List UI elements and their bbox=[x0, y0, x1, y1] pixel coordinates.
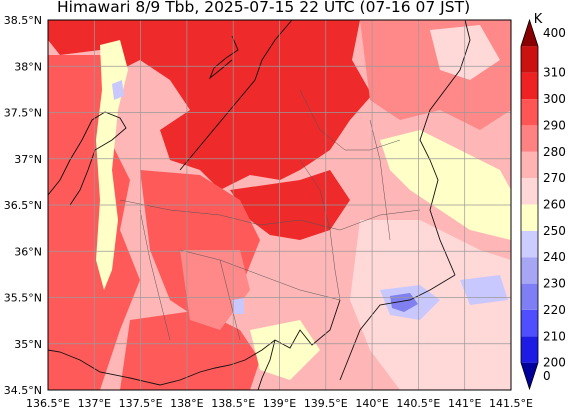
latitude-tick-label: 35°N bbox=[14, 338, 42, 351]
boundary-5 bbox=[139, 209, 171, 341]
longitude-tick-label: 136.5°E bbox=[26, 397, 70, 409]
field-cool-patch-southwest bbox=[232, 298, 244, 314]
map-title: Himawari 8/9 Tbb, 2025-07-15 22 UTC (07-… bbox=[57, 0, 471, 16]
boundary-1 bbox=[119, 199, 421, 231]
colorbar-segment bbox=[521, 204, 538, 231]
field-cream-west-column bbox=[96, 40, 128, 290]
longitude-tick-label: 140.5°E bbox=[396, 397, 440, 409]
latitude-labels: 38.5°N 38°N 37.5°N 37°N 36.5°N 36°N 35.5°N 35°N… bbox=[4, 14, 42, 397]
colorbar-tick-label: 200 bbox=[543, 356, 566, 370]
longitude-tick-label: 141.5°E bbox=[489, 397, 533, 409]
field-cream-east bbox=[380, 130, 511, 240]
latitude-tick-label: 36°N bbox=[14, 245, 42, 258]
colorbar-tick-label: 230 bbox=[543, 277, 566, 291]
colorbar-unit-label: K bbox=[534, 12, 543, 27]
colorbar-tick-label: 210 bbox=[543, 329, 566, 343]
colorbar-segment bbox=[521, 362, 538, 389]
longitude-tick-label: 140°E bbox=[355, 397, 388, 409]
longitude-tick-label: 139°E bbox=[263, 397, 296, 409]
colorbar-segment bbox=[521, 72, 538, 100]
boundary-7 bbox=[299, 89, 401, 151]
latitude-tick-label: 37°N bbox=[14, 153, 42, 166]
coastline-tokyo-bay bbox=[48, 299, 341, 386]
longitude-tick-label: 138.5°E bbox=[211, 397, 255, 409]
coastlines bbox=[48, 20, 471, 390]
colorbar-segment bbox=[521, 20, 538, 47]
colorbar-segment bbox=[521, 336, 538, 363]
coastline-noto bbox=[48, 111, 127, 206]
longitude-tick-label: 137°E bbox=[78, 397, 111, 409]
coastline-izu bbox=[257, 339, 276, 390]
colorbar-tick-label: 310 bbox=[543, 66, 566, 80]
longitude-labels: 136.5°E 137°E 137.5°E 138°E 138.5°E 139°E 139.… bbox=[26, 397, 533, 409]
boundary-2 bbox=[179, 249, 341, 301]
colorbar-segment bbox=[521, 309, 538, 337]
longitude-tick-label: 137.5°E bbox=[119, 397, 163, 409]
boundary-3 bbox=[299, 159, 341, 301]
colorbar-tick-label: 280 bbox=[543, 145, 566, 159]
field-warm-south bbox=[120, 310, 260, 390]
colorbar-tick-label: 260 bbox=[543, 198, 566, 212]
boundary-4 bbox=[369, 119, 391, 241]
boundary-6 bbox=[219, 259, 241, 341]
colorbar-outline bbox=[520, 18, 539, 391]
latitude-tick-label: 36.5°N bbox=[4, 199, 42, 212]
colorbar-segment bbox=[521, 178, 538, 205]
coastline-japan-sea bbox=[179, 20, 293, 171]
colorbar-segment bbox=[521, 257, 538, 284]
colorbar-segment bbox=[521, 283, 538, 310]
latitude-tick-label: 37.5°N bbox=[4, 107, 42, 120]
colorbar-tick-label: 270 bbox=[543, 171, 566, 185]
longitude-tick-label: 138°E bbox=[170, 397, 203, 409]
colorbar-tick-label: 400 bbox=[543, 26, 566, 40]
colorbar-segment bbox=[521, 99, 538, 126]
colorbar-tick-label: 290 bbox=[543, 118, 566, 132]
latitude-tick-label: 34.5°N bbox=[4, 384, 42, 397]
colorbar-segment bbox=[521, 125, 538, 152]
longitude-tick-label: 141°E bbox=[448, 397, 481, 409]
colorbar-segment bbox=[521, 46, 538, 73]
coastline-sado bbox=[208, 35, 239, 80]
colorbar-tick-label: 220 bbox=[543, 303, 566, 317]
field-hot-north bbox=[48, 20, 372, 190]
latitude-tick-label: 38.5°N bbox=[4, 14, 42, 27]
coastline-boso bbox=[339, 274, 456, 381]
latitude-tick-label: 38°N bbox=[14, 60, 42, 73]
colorbar-segment bbox=[521, 151, 538, 179]
colorbar-segment bbox=[521, 230, 538, 258]
colorbar-tick-label: 0 bbox=[543, 369, 551, 383]
longitude-tick-label: 139.5°E bbox=[304, 397, 348, 409]
colorbar-tick-label: 240 bbox=[543, 250, 566, 264]
plot-frame bbox=[47, 19, 512, 391]
colorbar-tick-label: 250 bbox=[543, 224, 566, 238]
prefecture-boundaries bbox=[119, 89, 421, 341]
latitude-tick-label: 35.5°N bbox=[4, 292, 42, 305]
field-cool-patch-north bbox=[112, 80, 124, 100]
colorbar-tick-label: 300 bbox=[543, 92, 566, 106]
